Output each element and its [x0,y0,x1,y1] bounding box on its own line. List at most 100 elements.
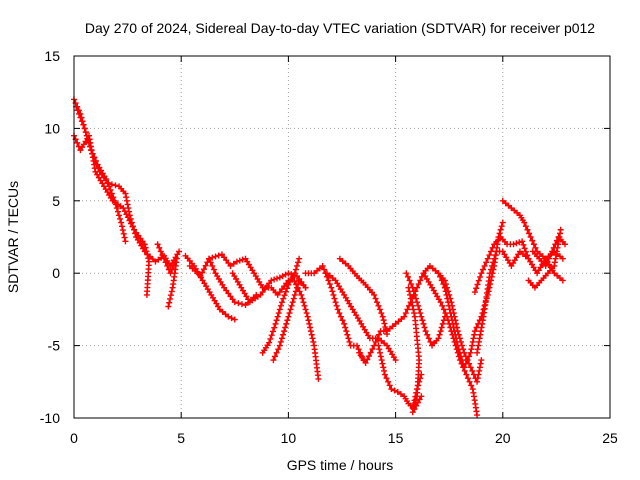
data-point [304,313,311,320]
data-point [176,248,183,255]
data-point [379,360,386,367]
data-point [369,346,376,353]
data-point [424,331,431,338]
data-point [319,262,326,269]
data-point [401,313,408,320]
data-point [291,270,298,277]
data-point [374,335,381,342]
x-tick-label: 25 [602,430,618,446]
data-point [120,205,127,212]
data-point [409,302,416,309]
data-point [407,295,414,302]
data-point [161,255,168,262]
data-point [530,241,537,248]
data-point [281,292,288,299]
data-point [106,183,113,190]
data-point [273,317,280,324]
data-point [516,239,523,246]
data-point [388,386,395,393]
data-point [117,215,124,222]
data-point [559,277,566,284]
data-point [114,208,121,215]
series-line [476,250,564,353]
data-point [442,310,449,317]
satellite-track-15 [356,262,448,366]
data-point [142,244,149,251]
data-point [526,230,533,237]
data-point [412,295,419,302]
data-point [326,281,333,288]
data-point [124,201,131,208]
data-point [378,357,385,364]
data-point [143,291,150,298]
satellite-track-13 [323,270,399,364]
data-point [342,324,349,331]
data-point [227,262,234,269]
data-point [420,320,427,327]
data-point [231,299,238,306]
data-point [427,338,434,345]
satellite-track-17 [403,270,448,349]
x-tick-label: 0 [70,430,78,446]
data-point [164,262,171,269]
data-point [557,226,564,233]
data-point [141,241,148,248]
data-point [489,244,496,251]
satellite-track-14 [336,255,391,338]
data-point [385,378,392,385]
data-point [397,391,404,398]
data-point [457,353,464,360]
data-point [422,328,429,335]
data-point [125,205,132,212]
data-point [419,317,426,324]
data-point [391,387,398,394]
data-point [377,353,384,360]
y-axis-ticks: -10 -5 0 5 10 15 [40,48,610,426]
data-point [210,266,217,273]
data-point [408,281,415,288]
data-point [471,331,478,338]
data-point [497,226,504,233]
data-point [296,288,303,295]
data-point [478,270,485,277]
data-point [491,255,498,262]
data-point [470,335,477,342]
data-point [522,223,529,230]
data-point [462,360,469,367]
data-point [529,237,536,244]
series-line [73,133,150,295]
data-point [272,353,278,360]
data-point [490,259,497,266]
data-point [104,179,111,186]
data-point [484,255,491,262]
data-point [165,303,172,310]
data-point [519,238,526,245]
data-point [75,143,82,150]
x-tick-label: 20 [495,430,511,446]
series-line [208,253,289,296]
data-point [414,299,421,306]
data-point [392,357,399,364]
data-point [375,331,382,338]
data-point [289,299,296,306]
data-point [285,270,292,277]
y-tick-label: -5 [48,338,61,354]
data-point [437,328,444,335]
data-point [441,284,448,291]
satellite-track-3 [71,132,153,298]
data-point [451,328,458,335]
data-point [215,252,222,259]
data-point [381,367,388,374]
y-axis-label: SDTVAR / TECUs [5,181,21,293]
data-point [488,266,495,273]
data-point [129,223,136,230]
data-point [126,217,133,224]
data-point [344,331,351,338]
data-point [168,288,175,295]
data-point [343,328,350,335]
data-point [375,342,382,349]
data-point [282,324,289,331]
data-point [456,349,463,356]
data-point [459,357,466,364]
data-point [374,299,381,306]
